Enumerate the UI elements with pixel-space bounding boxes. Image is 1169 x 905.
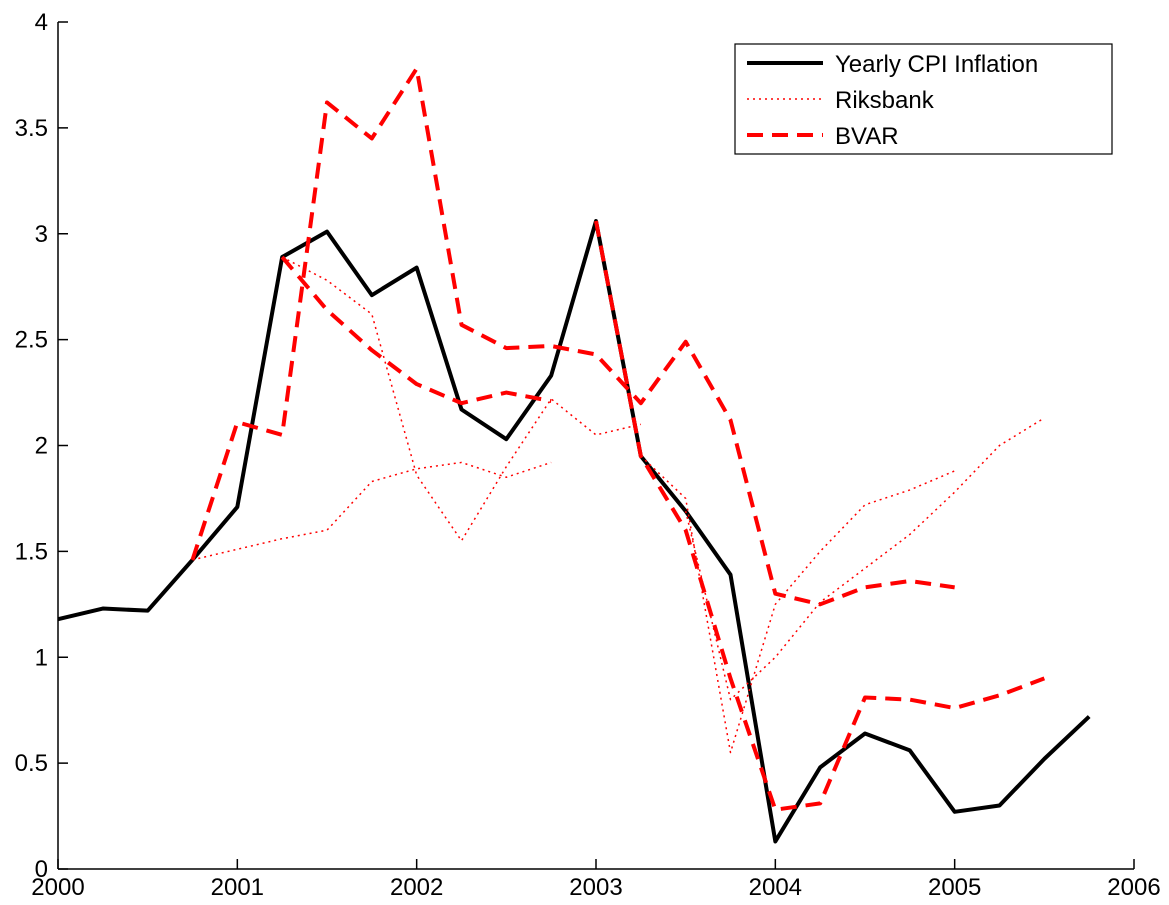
x-tick-label: 2000 <box>31 874 84 901</box>
x-tick-label: 2002 <box>390 874 443 901</box>
forecast-line <box>192 461 552 561</box>
x-tick-label: 2006 <box>1107 874 1160 901</box>
x-tick-label: 2005 <box>928 874 981 901</box>
legend-label: Riksbank <box>835 87 935 114</box>
y-tick-label: 0 <box>35 856 48 883</box>
legend-label: Yearly CPI Inflation <box>835 51 1038 78</box>
y-tick-label: 1.5 <box>15 538 48 565</box>
forecast-line <box>280 255 552 406</box>
forecast-line <box>684 417 1045 701</box>
forecast-line <box>594 220 1046 812</box>
y-tick-label: 2 <box>35 433 48 460</box>
y-tick-label: 3 <box>35 221 48 248</box>
cpi-line <box>57 219 1091 844</box>
y-tick-label: 3.5 <box>15 115 48 142</box>
forecast-line <box>281 256 642 542</box>
forecast-line <box>190 66 955 607</box>
legend-label: BVAR <box>835 123 899 150</box>
x-tick-label: 2004 <box>749 874 802 901</box>
x-tick-label: 2003 <box>569 874 622 901</box>
y-tick-label: 0.5 <box>15 750 48 777</box>
y-tick-label: 4 <box>35 9 48 36</box>
y-tick-label: 1 <box>35 644 48 671</box>
x-tick-label: 2001 <box>211 874 264 901</box>
forecast-line <box>640 455 955 754</box>
y-tick-label: 2.5 <box>15 327 48 354</box>
